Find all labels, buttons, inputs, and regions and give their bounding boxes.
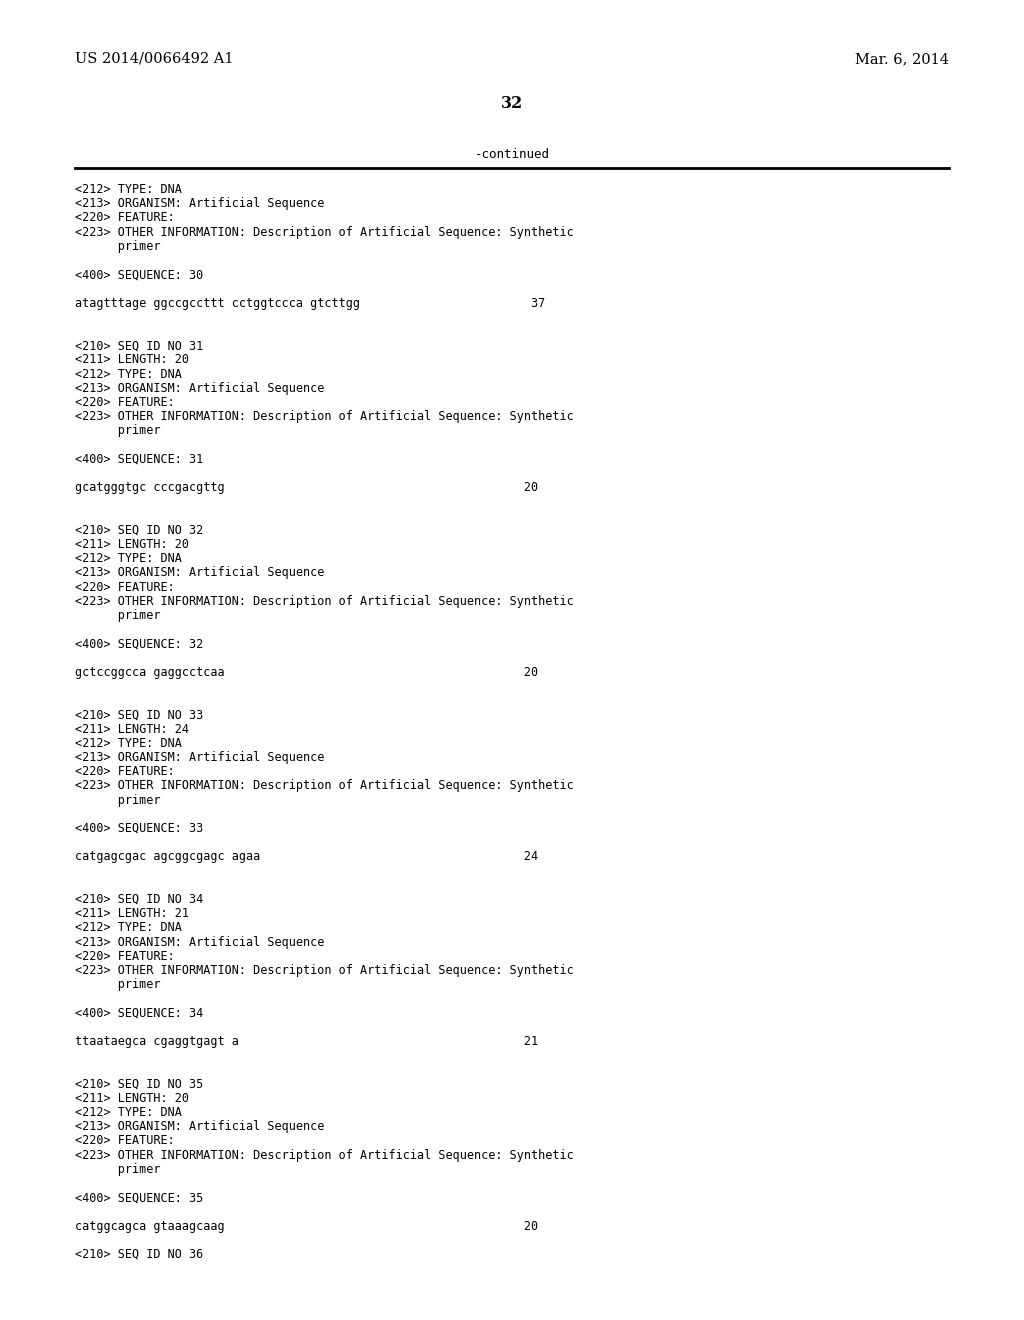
- Text: <210> SEQ ID NO 31: <210> SEQ ID NO 31: [75, 339, 203, 352]
- Text: <210> SEQ ID NO 35: <210> SEQ ID NO 35: [75, 1077, 203, 1090]
- Text: <400> SEQUENCE: 34: <400> SEQUENCE: 34: [75, 1007, 203, 1019]
- Text: <211> LENGTH: 20: <211> LENGTH: 20: [75, 354, 189, 367]
- Text: <212> TYPE: DNA: <212> TYPE: DNA: [75, 1106, 182, 1119]
- Text: <400> SEQUENCE: 33: <400> SEQUENCE: 33: [75, 822, 203, 836]
- Text: primer: primer: [75, 793, 161, 807]
- Text: <211> LENGTH: 20: <211> LENGTH: 20: [75, 1092, 189, 1105]
- Text: <213> ORGANISM: Artificial Sequence: <213> ORGANISM: Artificial Sequence: [75, 566, 325, 579]
- Text: primer: primer: [75, 978, 161, 991]
- Text: <220> FEATURE:: <220> FEATURE:: [75, 396, 175, 409]
- Text: -continued: -continued: [474, 148, 550, 161]
- Text: primer: primer: [75, 240, 161, 253]
- Text: <220> FEATURE:: <220> FEATURE:: [75, 581, 175, 594]
- Text: <223> OTHER INFORMATION: Description of Artificial Sequence: Synthetic: <223> OTHER INFORMATION: Description of …: [75, 1148, 573, 1162]
- Text: <211> LENGTH: 20: <211> LENGTH: 20: [75, 539, 189, 550]
- Text: <210> SEQ ID NO 34: <210> SEQ ID NO 34: [75, 894, 203, 906]
- Text: <400> SEQUENCE: 31: <400> SEQUENCE: 31: [75, 453, 203, 466]
- Text: <220> FEATURE:: <220> FEATURE:: [75, 950, 175, 962]
- Text: <212> TYPE: DNA: <212> TYPE: DNA: [75, 737, 182, 750]
- Text: <212> TYPE: DNA: <212> TYPE: DNA: [75, 921, 182, 935]
- Text: 32: 32: [501, 95, 523, 112]
- Text: catggcagca gtaaagcaag                                          20: catggcagca gtaaagcaag 20: [75, 1220, 539, 1233]
- Text: <220> FEATURE:: <220> FEATURE:: [75, 211, 175, 224]
- Text: <213> ORGANISM: Artificial Sequence: <213> ORGANISM: Artificial Sequence: [75, 381, 325, 395]
- Text: <213> ORGANISM: Artificial Sequence: <213> ORGANISM: Artificial Sequence: [75, 936, 325, 949]
- Text: <400> SEQUENCE: 32: <400> SEQUENCE: 32: [75, 638, 203, 651]
- Text: <213> ORGANISM: Artificial Sequence: <213> ORGANISM: Artificial Sequence: [75, 1121, 325, 1133]
- Text: <223> OTHER INFORMATION: Description of Artificial Sequence: Synthetic: <223> OTHER INFORMATION: Description of …: [75, 964, 573, 977]
- Text: <212> TYPE: DNA: <212> TYPE: DNA: [75, 367, 182, 380]
- Text: primer: primer: [75, 609, 161, 622]
- Text: <400> SEQUENCE: 30: <400> SEQUENCE: 30: [75, 268, 203, 281]
- Text: atagtttage ggccgccttt cctggtccca gtcttgg                        37: atagtttage ggccgccttt cctggtccca gtcttgg…: [75, 297, 545, 310]
- Text: primer: primer: [75, 425, 161, 437]
- Text: <400> SEQUENCE: 35: <400> SEQUENCE: 35: [75, 1191, 203, 1204]
- Text: <220> FEATURE:: <220> FEATURE:: [75, 1134, 175, 1147]
- Text: <210> SEQ ID NO 36: <210> SEQ ID NO 36: [75, 1247, 203, 1261]
- Text: <213> ORGANISM: Artificial Sequence: <213> ORGANISM: Artificial Sequence: [75, 751, 325, 764]
- Text: <211> LENGTH: 21: <211> LENGTH: 21: [75, 907, 189, 920]
- Text: primer: primer: [75, 1163, 161, 1176]
- Text: <211> LENGTH: 24: <211> LENGTH: 24: [75, 722, 189, 735]
- Text: <223> OTHER INFORMATION: Description of Artificial Sequence: Synthetic: <223> OTHER INFORMATION: Description of …: [75, 226, 573, 239]
- Text: Mar. 6, 2014: Mar. 6, 2014: [855, 51, 949, 66]
- Text: <223> OTHER INFORMATION: Description of Artificial Sequence: Synthetic: <223> OTHER INFORMATION: Description of …: [75, 779, 573, 792]
- Text: ttaataegca cgaggtgagt a                                        21: ttaataegca cgaggtgagt a 21: [75, 1035, 539, 1048]
- Text: US 2014/0066492 A1: US 2014/0066492 A1: [75, 51, 233, 66]
- Text: <213> ORGANISM: Artificial Sequence: <213> ORGANISM: Artificial Sequence: [75, 197, 325, 210]
- Text: <212> TYPE: DNA: <212> TYPE: DNA: [75, 183, 182, 195]
- Text: <220> FEATURE:: <220> FEATURE:: [75, 766, 175, 779]
- Text: <210> SEQ ID NO 33: <210> SEQ ID NO 33: [75, 709, 203, 722]
- Text: <210> SEQ ID NO 32: <210> SEQ ID NO 32: [75, 524, 203, 537]
- Text: <212> TYPE: DNA: <212> TYPE: DNA: [75, 552, 182, 565]
- Text: <223> OTHER INFORMATION: Description of Artificial Sequence: Synthetic: <223> OTHER INFORMATION: Description of …: [75, 595, 573, 607]
- Text: catgagcgac agcggcgagc agaa                                     24: catgagcgac agcggcgagc agaa 24: [75, 850, 539, 863]
- Text: <223> OTHER INFORMATION: Description of Artificial Sequence: Synthetic: <223> OTHER INFORMATION: Description of …: [75, 411, 573, 424]
- Text: gctccggcca gaggcctcaa                                          20: gctccggcca gaggcctcaa 20: [75, 665, 539, 678]
- Text: gcatgggtgc cccgacgttg                                          20: gcatgggtgc cccgacgttg 20: [75, 482, 539, 494]
